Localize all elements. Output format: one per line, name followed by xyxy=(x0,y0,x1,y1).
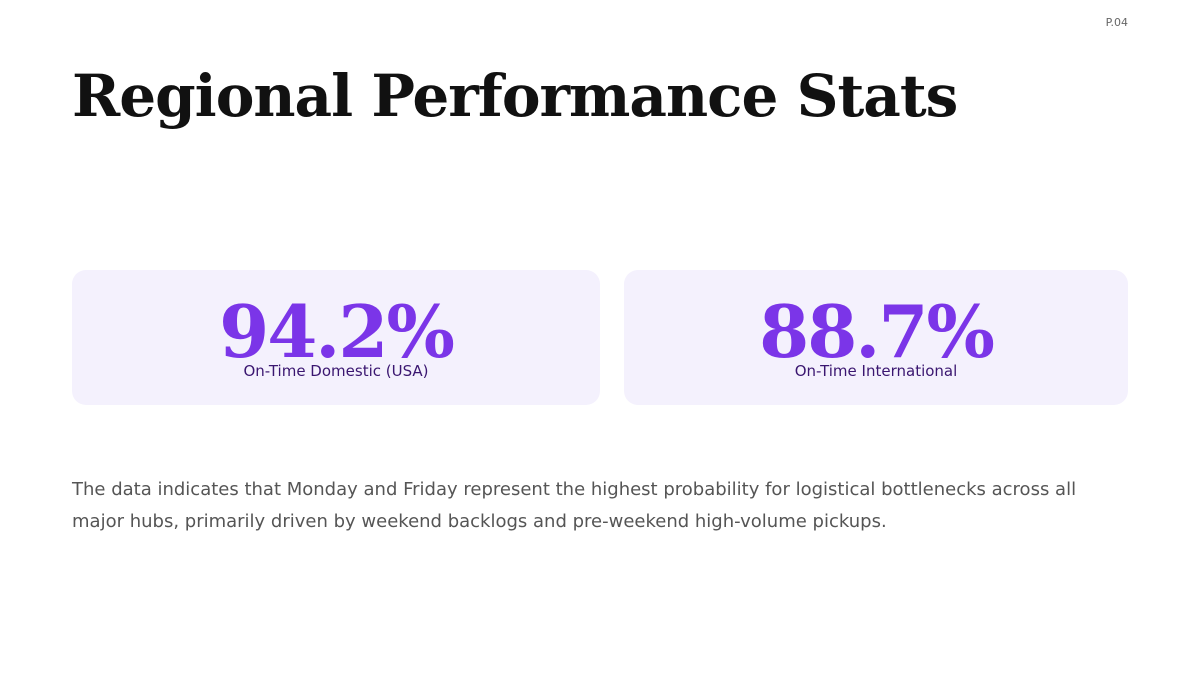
stat-cards: 94.2% On-Time Domestic (USA) 88.7% On-Ti… xyxy=(72,270,1128,405)
stat-value: 88.7% xyxy=(759,288,995,374)
stat-value: 94.2% xyxy=(219,288,455,374)
stat-card: 88.7% On-Time International xyxy=(624,270,1128,405)
body-text: The data indicates that Monday and Frida… xyxy=(72,479,1077,532)
stat-label: On-Time International xyxy=(794,361,958,380)
page-label: P.04 xyxy=(1105,16,1128,29)
stat-card: 94.2% On-Time Domestic (USA) xyxy=(72,270,600,405)
title: Regional Performance Stats xyxy=(72,62,958,130)
stat-label: On-Time Domestic (USA) xyxy=(243,361,429,380)
